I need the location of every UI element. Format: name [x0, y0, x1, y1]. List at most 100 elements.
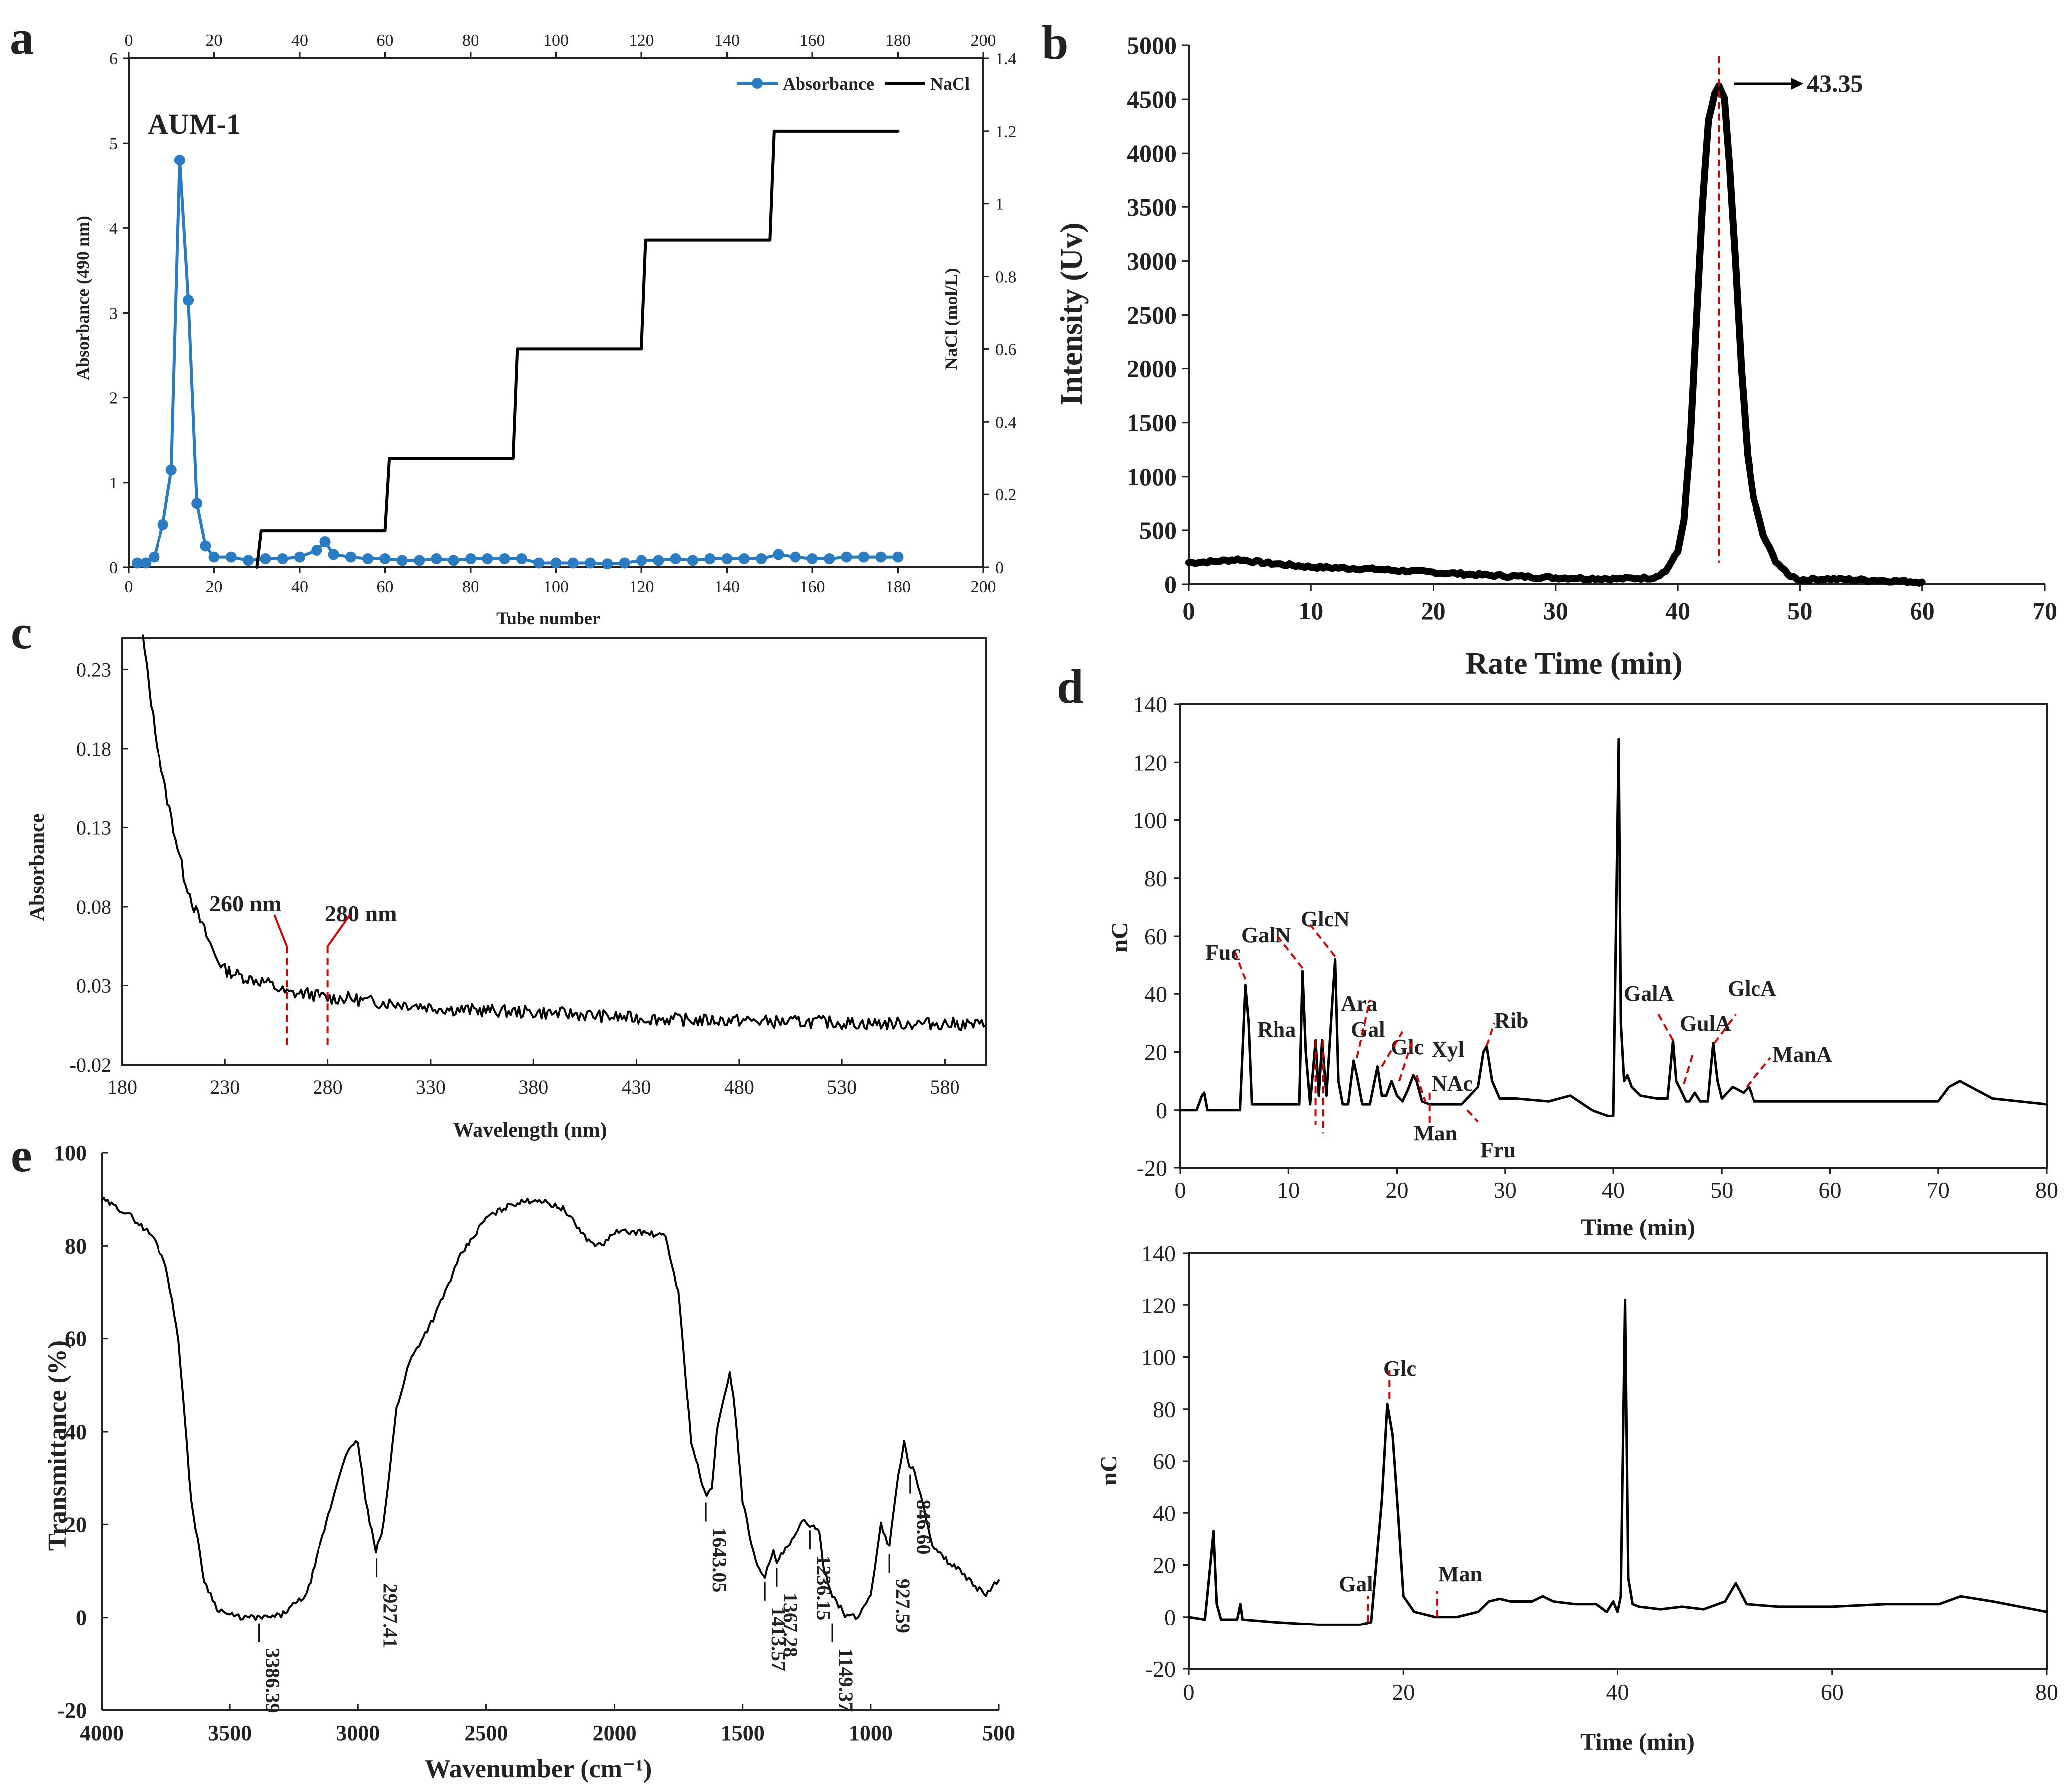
panel-c-ytick-label: 0.13 [76, 816, 111, 839]
panel-a-absorbance-point [174, 155, 185, 166]
panel-a-ytick-label: 3 [109, 305, 118, 323]
d-label-ara: Ara [1341, 991, 1377, 1016]
panel-d-top-ytick-label: 120 [1133, 750, 1167, 775]
panel-b-ytick-label: 2500 [1127, 301, 1177, 329]
panel-e-spectrum-line [101, 1197, 1000, 1621]
panel-e-chart: Wavenumber (cm⁻¹) Transmittance (%) 4000… [43, 1141, 1015, 1783]
panel-d-top-ytick-label: 60 [1144, 924, 1167, 949]
panel-letter-e: e [11, 1129, 32, 1182]
panel-a-absorbance-point [277, 553, 288, 564]
panel-a-y2tick-label: 1.4 [995, 50, 1017, 68]
panel-e-ytick-label: 100 [54, 1141, 87, 1165]
panel-d-top-xtick-label: 60 [1819, 1177, 1842, 1203]
panel-a-xtick-label: 140 [714, 578, 740, 596]
panel-a-absorbance-point [670, 553, 681, 564]
panel-c-xtick-label: 230 [210, 1076, 240, 1098]
panel-a-absorbance-point [790, 551, 801, 563]
panel-a-y2tick-label: 1.2 [995, 123, 1017, 141]
panel-a-absorbance-point [499, 553, 510, 564]
panel-d-top-xtick-label: 80 [2035, 1177, 2058, 1203]
panel-d-bottom-ytick-label: 0 [1164, 1605, 1176, 1630]
panel-a-xtick-label: 160 [800, 578, 825, 596]
panel-d-top-label-leader [1356, 999, 1371, 1058]
panel-d-top-ytick-label: 100 [1133, 808, 1167, 833]
panel-b-xtick-label: 40 [1665, 597, 1690, 625]
panel-a-y2tick-label: 0.2 [995, 486, 1017, 504]
panel-e-xtick-label: 1500 [721, 1721, 765, 1745]
panel-d-bottom-ytick-label: 40 [1153, 1500, 1176, 1526]
d-label-glca: GlcA [1728, 976, 1776, 1001]
panel-d-bottom-ylabel: nC [1096, 1455, 1122, 1485]
panel-d-bottom-xtick-label: 0 [1183, 1679, 1195, 1705]
panel-a-absorbance-point [345, 551, 356, 563]
panel-a-ytick-label: 5 [109, 135, 118, 153]
panel-a-ytick-label: 6 [109, 50, 118, 68]
panel-d-bottom-ytick-label: -20 [1145, 1656, 1176, 1682]
panel-a-absorbance-point [892, 551, 904, 563]
d2-label-glc: Glc [1383, 1356, 1416, 1381]
panel-c-chart: Wavelength (nm) Absorbance 260 nm 280 nm… [26, 634, 987, 1141]
panel-e-ytick-label: 60 [65, 1327, 87, 1351]
panel-e-xtick-label: 2000 [593, 1721, 637, 1745]
panel-b-chromatogram-line [1185, 82, 1926, 587]
panel-c-spectrum-line [142, 634, 987, 1031]
panel-a-absorbance-point [208, 551, 220, 563]
panel-a-absorbance-point [311, 544, 322, 556]
panel-a-absorbance-point [165, 464, 177, 476]
panel-a-top-xtick-label: 140 [714, 31, 740, 50]
d-label-mana: ManA [1772, 1042, 1832, 1067]
panel-a-absorbance-point [448, 555, 459, 566]
panel-d-top-xtick-label: 20 [1386, 1177, 1409, 1203]
panel-a-xtick-label: 200 [971, 578, 996, 596]
panel-b-xtick-label: 70 [2032, 597, 2057, 625]
panel-a-absorbance-point [379, 553, 391, 564]
panel-a-xtick-label: 0 [125, 578, 133, 596]
panel-a-absorbance-point [414, 555, 425, 566]
panel-c-marker-280-label: 280 nm [325, 901, 397, 926]
panel-c-marker-260-label: 260 nm [209, 891, 281, 916]
panel-d-top-label-leader [1415, 1075, 1426, 1102]
panel-d-top-label-leader [1233, 950, 1247, 980]
panel-c-xtick-label: 580 [930, 1076, 959, 1098]
panel-d-bottom-xtick-label: 40 [1606, 1679, 1629, 1705]
panel-a-absorbance-point [585, 557, 596, 569]
panel-c-xtick-label: 330 [416, 1076, 446, 1098]
d-label-rha: Rha [1257, 1017, 1296, 1042]
panel-a-ytick-label: 2 [109, 389, 118, 408]
panel-a-absorbance-point [149, 551, 160, 563]
panel-a-absorbance-point [396, 555, 408, 566]
panel-e-xtick-label: 3500 [208, 1721, 252, 1745]
panel-c-xlabel: Wavelength (nm) [453, 1119, 607, 1141]
panel-b-xtick-label: 60 [1910, 597, 1935, 625]
panel-a-absorbance-point [132, 557, 143, 569]
panel-a-absorbance-point [687, 555, 698, 566]
panel-b-ytick-label: 0 [1164, 570, 1177, 598]
panel-d-top-label-leader [1466, 1109, 1479, 1123]
panel-d-top-chromatogram-line [1179, 738, 2048, 1117]
panel-d-top-xtick-label: 50 [1710, 1177, 1733, 1203]
panel-d-top-ytick-label: 140 [1133, 692, 1167, 717]
panel-d-top-label-leader [1683, 1054, 1694, 1085]
panel-a-absorbance-point [362, 553, 374, 564]
panel-d-top-chart: Time (min) nC Fuc GalN GlcN Rha Ara Gal … [1107, 692, 2058, 1241]
panel-a-top-xtick-label: 40 [291, 31, 308, 50]
panel-e-ytick-label: 80 [65, 1234, 87, 1258]
d-label-gal: Gal [1351, 1017, 1385, 1042]
panel-e-peak-label: 1367.28 [779, 1593, 801, 1657]
panel-a-absorbance-point [636, 555, 647, 566]
panel-b-xtick-label: 20 [1421, 597, 1446, 625]
panel-a-absorbance-point [516, 553, 527, 564]
panel-a-absorbance-point [533, 557, 545, 569]
panel-e-ylabel: Transmittance (%) [43, 1340, 72, 1551]
panel-a-absorbance-point [858, 551, 869, 563]
panel-a-ylabel: Absorbance (490 nm) [73, 216, 93, 380]
panel-e-ytick-label: 40 [65, 1420, 87, 1444]
panel-a-absorbance-point [619, 557, 630, 569]
panel-a-ytick-label: 1 [109, 474, 118, 492]
panel-a-absorbance-point [773, 549, 784, 560]
panel-e-xtick-label: 1000 [849, 1721, 893, 1745]
panel-d-bottom-chromatogram-line [1187, 1299, 2048, 1626]
panel-a-top-xtick-label: 160 [800, 31, 825, 50]
panel-a-absorbance-point [721, 553, 733, 564]
panel-c-ytick-label: 0.08 [76, 896, 111, 918]
